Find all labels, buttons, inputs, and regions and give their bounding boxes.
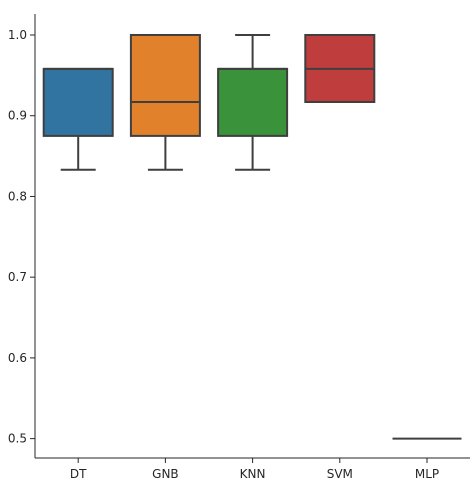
y-tick-label: 0.7 [8,270,27,284]
y-axis: 0.5 0.6 0.7 0.8 0.9 1.0 [8,14,36,458]
y-tick-label: 0.6 [8,351,27,365]
box-knn [217,33,289,171]
box-svm [304,33,376,103]
box-body [42,67,114,137]
y-tick-label: 0.9 [8,109,27,123]
x-tick-label: SVM [327,467,353,481]
x-tick-label: KNN [240,467,266,481]
x-tick-label: DT [70,467,87,481]
box-gnb [129,33,201,171]
y-tick-label: 1.0 [8,28,27,42]
x-tick-label: MLP [415,467,439,481]
box-group [42,33,462,440]
box-body [129,33,201,137]
box-body [217,67,289,137]
y-tick-label: 0.5 [8,432,27,446]
x-axis: DT GNB KNN SVM MLP [35,457,470,481]
y-tick-label: 0.8 [8,189,27,203]
box-dt [42,67,114,171]
x-tick-label: GNB [152,467,179,481]
